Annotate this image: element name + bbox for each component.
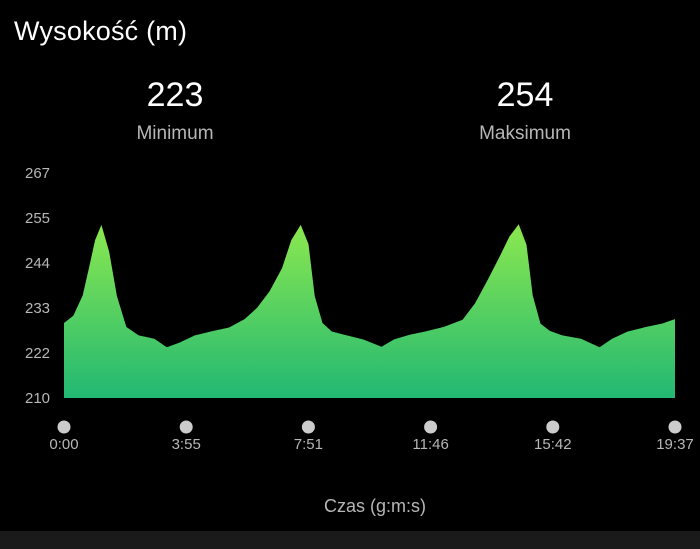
max-value: 254 (496, 76, 554, 114)
x-tick-dot (668, 420, 682, 434)
min-label: Minimum (136, 123, 214, 144)
x-tick-label: 0:00 (49, 436, 78, 453)
chart-title: Wysokość (m) (14, 16, 188, 46)
y-tick-label: 255 (25, 210, 50, 227)
min-stat: 223 Minimum (75, 75, 275, 145)
y-tick-label: 233 (25, 300, 50, 317)
x-tick-dot (424, 420, 438, 434)
x-tick-label: 15:42 (534, 436, 572, 453)
y-tick-label: 244 (25, 255, 50, 272)
max-stat: 254 Maksimum (425, 75, 625, 145)
elevation-area (64, 224, 675, 398)
y-tick-label: 210 (25, 390, 50, 407)
x-tick-label: 11:46 (412, 436, 448, 453)
x-tick-dot (546, 420, 560, 434)
x-axis-label: Czas (g:m:s) (323, 496, 426, 516)
elevation-chart: 267 255 244 233 222 210 0:00 3:55 7:51 11:46 15:4… (25, 165, 694, 453)
bottom-bar (0, 531, 700, 549)
x-tick-dot (179, 420, 193, 434)
max-label: Maksimum (479, 123, 571, 144)
y-tick-label: 222 (25, 345, 50, 362)
y-tick-label: 267 (25, 165, 50, 182)
x-tick-dot (57, 420, 71, 434)
x-tick-dot (301, 420, 315, 434)
x-tick-label: 19:37 (656, 436, 694, 453)
min-value: 223 (146, 76, 204, 114)
x-tick-label: 7:51 (294, 436, 323, 453)
x-tick-label: 3:55 (172, 436, 201, 453)
